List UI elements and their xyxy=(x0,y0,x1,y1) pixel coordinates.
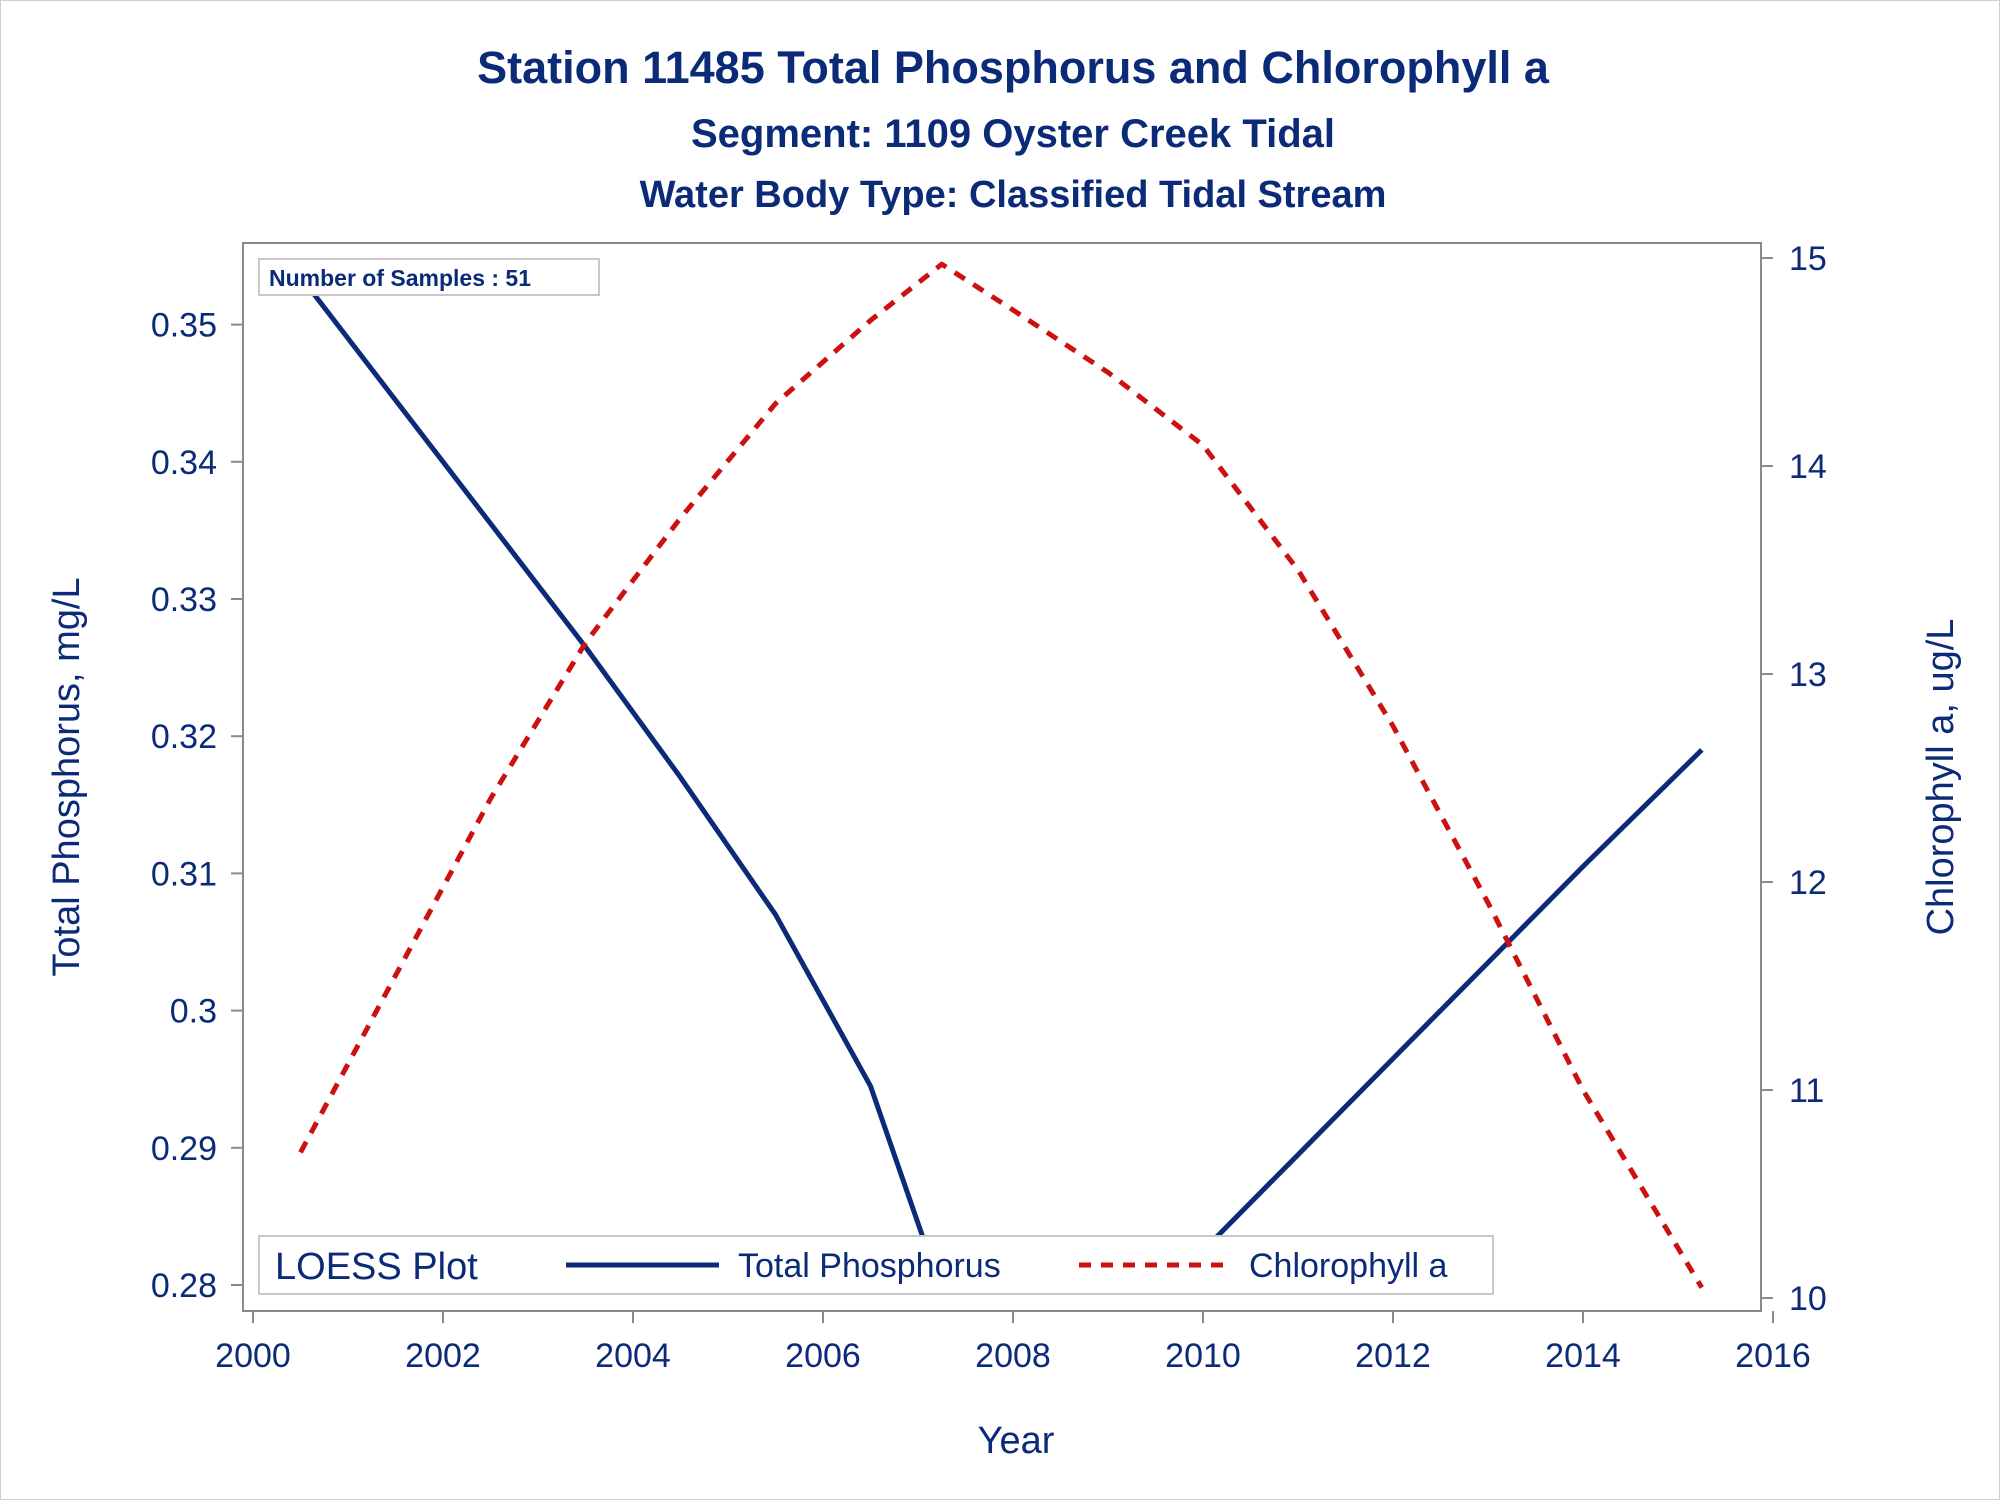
y-axis-right-label: Chlorophyll a, ug/L xyxy=(1920,619,1962,936)
legend-label-chlorophyll: Chlorophyll a xyxy=(1249,1247,1448,1285)
y-left-tick-label: 0.29 xyxy=(151,1130,217,1168)
y-axis-right: 10 11 12 13 14 15 xyxy=(1761,240,1827,1318)
x-tick-label: 2002 xyxy=(405,1337,481,1375)
x-tick-label: 2010 xyxy=(1165,1337,1241,1375)
x-tick-label: 2016 xyxy=(1735,1337,1811,1375)
x-tick-label: 2014 xyxy=(1545,1337,1621,1375)
x-tick-label: 2000 xyxy=(215,1337,291,1375)
y-right-tick-label: 15 xyxy=(1789,240,1827,278)
y-left-tick-label: 0.33 xyxy=(151,581,217,619)
x-tick-label: 2006 xyxy=(785,1337,861,1375)
y-left-tick-label: 0.32 xyxy=(151,718,217,756)
y-right-tick-label: 10 xyxy=(1789,1280,1827,1318)
y-right-tick-label: 13 xyxy=(1789,656,1827,694)
chart-subtitle: Segment: 1109 Oyster Creek Tidal xyxy=(691,112,1335,156)
x-tick-label: 2008 xyxy=(975,1337,1051,1375)
sample-count-annotation: Number of Samples : 51 xyxy=(258,258,600,296)
y-right-tick-label: 11 xyxy=(1789,1072,1824,1110)
legend-box xyxy=(258,1235,1494,1295)
annotation-text: Number of Samples : 51 xyxy=(269,265,531,291)
y-right-tick-label: 12 xyxy=(1789,864,1827,902)
y-left-tick-label: 0.31 xyxy=(151,855,217,893)
y-axis-left: 0.28 0.29 0.3 0.31 0.32 0.33 0.34 0.35 xyxy=(151,307,243,1305)
y-left-tick-label: 0.35 xyxy=(151,307,217,345)
x-tick-label: 2004 xyxy=(595,1337,671,1375)
x-axis-label: Year xyxy=(978,1420,1055,1462)
y-right-tick-label: 14 xyxy=(1789,448,1827,486)
legend-title: LOESS Plot xyxy=(275,1246,478,1288)
chart-subtitle-2: Water Body Type: Classified Tidal Stream xyxy=(640,174,1387,216)
series-line-chlorophyll xyxy=(298,261,1704,1289)
legend-label-phosphorus: Total Phosphorus xyxy=(738,1247,1001,1285)
plot-area xyxy=(242,242,1762,1312)
annotation-box xyxy=(258,258,600,296)
x-axis: 2000 2002 2004 2006 2008 2010 2012 2014 2016 xyxy=(215,1311,1811,1375)
y-axis-left-label: Total Phosphorus, mg/L xyxy=(46,577,88,976)
y-left-tick-label: 0.3 xyxy=(170,993,217,1031)
x-tick-label: 2012 xyxy=(1355,1337,1431,1375)
y-left-tick-label: 0.28 xyxy=(151,1267,217,1305)
legend: LOESS Plot Total Phosphorus Chlorophyll … xyxy=(258,1235,1494,1295)
chart-title: Station 11485 Total Phosphorus and Chlor… xyxy=(477,42,1550,93)
y-left-tick-label: 0.34 xyxy=(151,444,217,482)
